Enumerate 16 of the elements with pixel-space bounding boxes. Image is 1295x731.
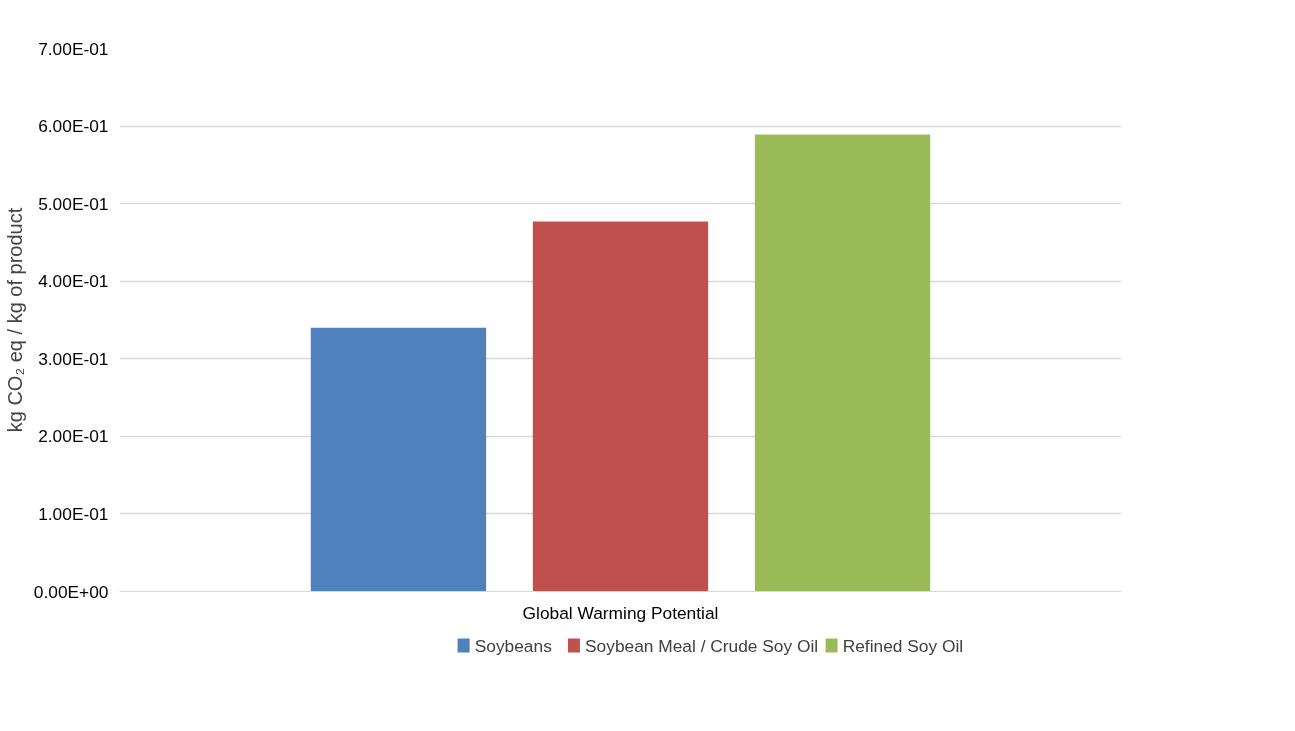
y-tick-label: 3.00E-01 [38,348,109,369]
y-tick-label: 7.00E-01 [38,38,109,59]
bar [754,134,931,592]
legend-label: Soybeans [474,635,553,656]
y-tick-label: 5.00E-01 [38,193,109,214]
legend-label: Soybean Meal / Crude Soy Oil [585,635,819,656]
y-tick-label: 6.00E-01 [38,116,109,137]
y-tick-label: 2.00E-01 [38,426,109,447]
bar [310,327,487,592]
y-tick-label: 0.00E+00 [33,581,109,602]
y-tick-label: 1.00E-01 [38,503,109,524]
bar [532,221,709,592]
y-axis-title: kg CO₂ eq / kg of product [3,207,26,433]
legend-label: Refined Soy Oil [842,635,964,656]
y-tick-label: 4.00E-01 [38,271,109,292]
x-tick-label: Global Warming Potential [522,602,719,623]
